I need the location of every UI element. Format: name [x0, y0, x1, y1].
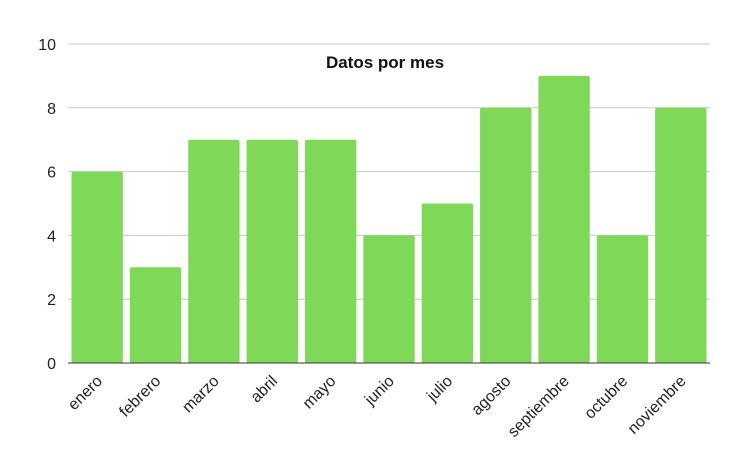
x-category-label: agosto	[469, 373, 515, 419]
bar-octubre	[596, 235, 649, 363]
bars	[71, 75, 707, 364]
bar-marzo	[188, 139, 240, 363]
y-tick-label: 8	[47, 101, 56, 118]
x-category-label: enero	[65, 373, 106, 414]
y-tick-label: 2	[47, 292, 56, 309]
y-tick-label: 6	[47, 165, 56, 182]
bar-abril	[246, 139, 298, 363]
x-category-label: febrero	[117, 373, 165, 421]
bar-enero	[71, 171, 123, 363]
x-category-label: septiembre	[505, 373, 573, 441]
y-tick-label: 10	[38, 37, 56, 54]
x-category-label: julio	[423, 373, 456, 406]
x-axis-categories: enero febrero marzo abril mayo junio julio agos…	[65, 373, 690, 441]
x-category-label: mayo	[300, 373, 340, 413]
y-axis-ticks: 0 2 4 6 8 10	[38, 37, 56, 373]
chart-title: Datos por mes	[326, 53, 444, 72]
x-category-label: junio	[361, 373, 398, 410]
x-category-label: noviembre	[625, 373, 690, 438]
y-tick-label: 0	[47, 356, 56, 373]
x-category-label: abril	[248, 373, 281, 406]
bar-julio	[421, 203, 474, 363]
bar-septiembre	[538, 75, 590, 364]
bar-mayo	[304, 139, 357, 363]
y-tick-label: 4	[47, 228, 56, 245]
x-category-label: octubre	[582, 373, 632, 423]
bar-noviembre	[655, 107, 707, 363]
x-category-label: marzo	[179, 373, 223, 417]
bar-junio	[363, 235, 415, 363]
bar-febrero	[129, 267, 182, 363]
bar-agosto	[480, 107, 532, 363]
